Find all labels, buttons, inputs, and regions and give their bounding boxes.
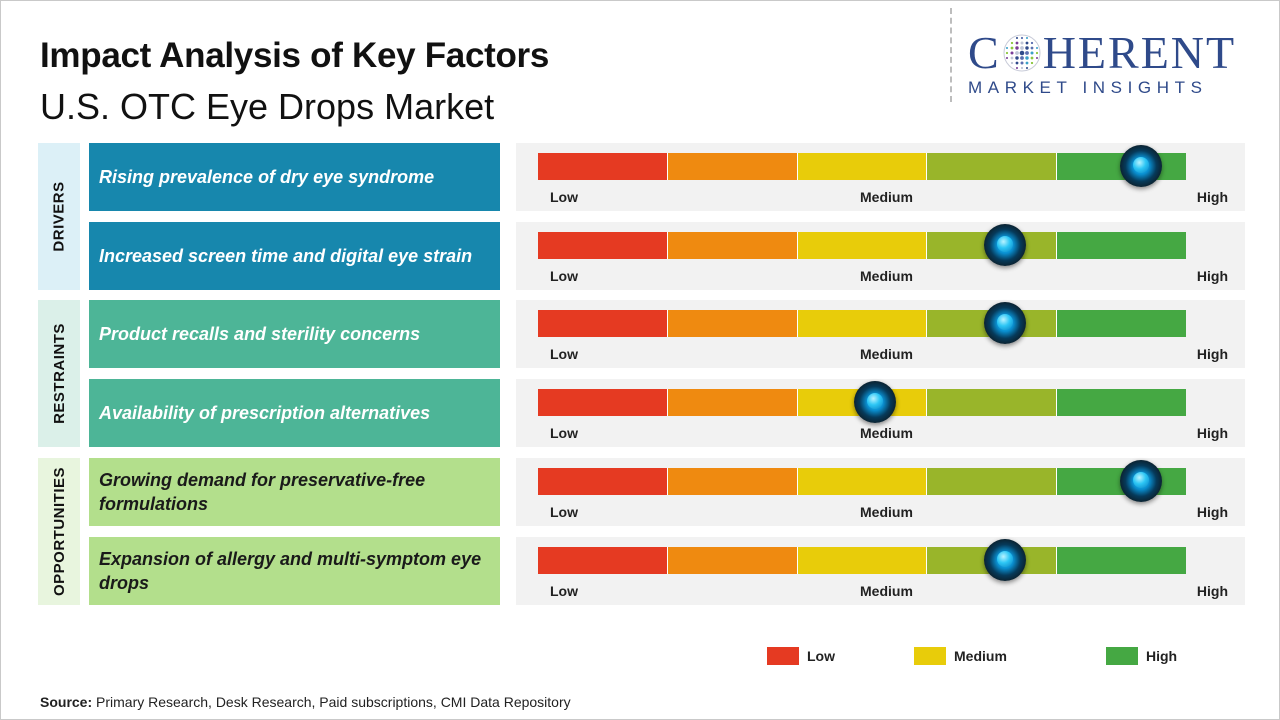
gauge-segment — [667, 310, 798, 337]
gauge-scale-bar — [538, 310, 1186, 337]
legend-label: Medium — [954, 648, 1007, 664]
group-label-restraints: RESTRAINTS — [38, 300, 80, 447]
globe-icon — [1003, 34, 1041, 72]
gauge-scale-label: Low — [550, 346, 578, 362]
gauge-segment — [1057, 547, 1186, 574]
factor-label: Increased screen time and digital eye st… — [99, 246, 473, 266]
impact-gauge: Low Medium High — [516, 143, 1245, 211]
factor-row-1: Rising prevalence of dry eye syndrome — [89, 143, 500, 211]
gauge-segment — [1057, 310, 1186, 337]
gauge-segment — [538, 153, 668, 180]
group-label-drivers: DRIVERS — [38, 143, 80, 290]
gauge-segment — [927, 389, 1058, 416]
gauge-scale-label: High — [1196, 189, 1228, 205]
legend-swatch-high — [1106, 647, 1138, 665]
gauge-scale-label: Low — [550, 504, 578, 520]
gauge-scale-label: High — [1196, 583, 1228, 599]
group-label-text: OPPORTUNITIES — [50, 466, 68, 597]
legend-item-low: Low — [767, 647, 835, 665]
gauge-scale-label: High — [1196, 268, 1228, 284]
legend-item-high: High — [1106, 647, 1177, 665]
impact-marker — [853, 381, 896, 423]
gauge-segment — [797, 153, 928, 180]
gauge-scale-label: Low — [550, 268, 578, 284]
gauge-segment — [1057, 389, 1186, 416]
gauge-segment — [538, 310, 668, 337]
gauge-segment — [667, 547, 798, 574]
factor-label: Product recalls and sterility concerns — [99, 324, 421, 344]
gauge-segment — [1057, 232, 1186, 259]
source-text: Primary Research, Desk Research, Paid su… — [92, 694, 571, 710]
impact-gauge: Low Medium High — [516, 379, 1245, 447]
gauge-scale-label: Medium — [860, 346, 913, 362]
factor-label: Expansion of allergy and multi-symptom e… — [99, 549, 482, 593]
gauge-scale-bar — [538, 232, 1186, 259]
gauge-segment — [538, 389, 668, 416]
gauge-scale-bar — [538, 547, 1186, 574]
gauge-scale-label: High — [1196, 504, 1228, 520]
gauge-scale-bar — [538, 389, 1186, 416]
logo-tagline: MARKET INSIGHTS — [968, 78, 1208, 97]
gauge-segment — [797, 232, 928, 259]
gauge-scale-label: Low — [550, 583, 578, 599]
source-label: Source: — [40, 694, 93, 710]
source-note: Source: Primary Research, Desk Research,… — [40, 694, 571, 710]
legend-label: High — [1146, 648, 1178, 664]
factor-label: Availability of prescription alternative… — [99, 403, 431, 423]
gauge-scale-label: Low — [550, 189, 578, 205]
impact-gauge: Low Medium High — [516, 458, 1245, 526]
gauge-segment — [538, 468, 668, 495]
factor-row-6: Expansion of allergy and multi-symptom e… — [89, 537, 500, 605]
factor-row-2: Increased screen time and digital eye st… — [89, 222, 500, 290]
gauge-segment — [538, 232, 668, 259]
logo-divider — [950, 8, 952, 102]
gauge-scale-label: Medium — [860, 268, 913, 284]
impact-gauge: Low Medium High — [516, 300, 1245, 368]
group-label-opportunities: OPPORTUNITIES — [38, 458, 80, 605]
factor-row-3: Product recalls and sterility concerns — [89, 300, 500, 368]
impact-marker — [983, 224, 1026, 266]
factor-label: Growing demand for preservative-free for… — [99, 470, 426, 514]
legend-swatch-low — [767, 647, 799, 665]
gauge-segment — [797, 310, 928, 337]
gauge-scale-label: Medium — [860, 504, 913, 520]
gauge-scale-label: Medium — [860, 189, 913, 205]
gauge-scale-bar — [538, 153, 1186, 180]
page-subtitle: U.S. OTC Eye Drops Market — [40, 86, 495, 127]
legend-label: Low — [807, 648, 835, 664]
gauge-segment — [538, 547, 668, 574]
gauge-segment — [797, 468, 928, 495]
impact-marker — [1119, 460, 1162, 502]
gauge-segment — [797, 547, 928, 574]
factor-row-4: Availability of prescription alternative… — [89, 379, 500, 447]
factor-row-5: Growing demand for preservative-free for… — [89, 458, 500, 526]
gauge-segment — [927, 153, 1058, 180]
company-logo: C HERENT MARKET INSIGHTS — [968, 30, 1260, 98]
impact-marker — [983, 302, 1026, 344]
gauge-scale-label: Medium — [860, 583, 913, 599]
logo-wordmark: C HERENT — [968, 30, 1260, 76]
logo-letters: HERENT — [1042, 27, 1237, 78]
legend-item-medium: Medium — [914, 647, 1007, 665]
group-label-text: DRIVERS — [50, 181, 68, 252]
gauge-scale-label: High — [1196, 425, 1228, 441]
impact-gauge: Low Medium High — [516, 537, 1245, 605]
logo-letter: C — [968, 27, 1001, 78]
gauge-segment — [667, 232, 798, 259]
legend-swatch-medium — [914, 647, 946, 665]
gauge-segment — [927, 468, 1058, 495]
gauge-scale-label: High — [1196, 346, 1228, 362]
gauge-segment — [667, 389, 798, 416]
gauge-scale-label: Low — [550, 425, 578, 441]
impact-marker — [983, 539, 1026, 581]
factor-label: Rising prevalence of dry eye syndrome — [99, 167, 435, 187]
page-title: Impact Analysis of Key Factors — [40, 36, 550, 75]
impact-marker — [1119, 145, 1162, 187]
group-label-text: RESTRAINTS — [50, 323, 68, 424]
gauge-segment — [667, 468, 798, 495]
gauge-scale-label: Medium — [860, 425, 913, 441]
impact-gauge: Low Medium High — [516, 222, 1245, 290]
gauge-segment — [667, 153, 798, 180]
gauge-scale-bar — [538, 468, 1186, 495]
